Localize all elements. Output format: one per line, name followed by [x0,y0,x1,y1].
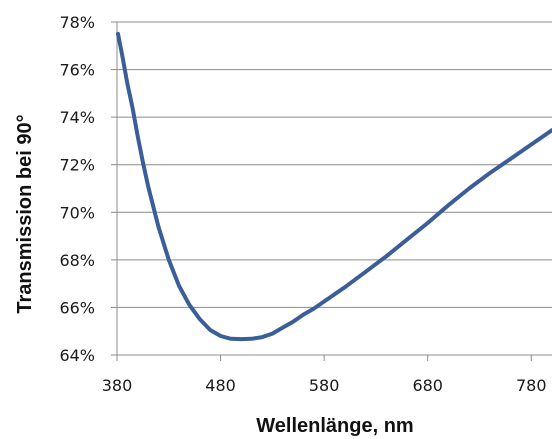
x-axis-title: Wellenlänge, nm [256,415,413,437]
series [116,31,552,342]
x-tick-label: 580 [309,376,340,395]
y-tick-label: 72% [59,156,95,175]
y-tick-label: 76% [59,61,95,80]
gridlines [117,21,552,308]
y-tick-label: 64% [59,346,95,365]
x-tick-labels: 380 480 580 680 780 [102,376,547,395]
axes [111,21,552,361]
y-axis-title: Transmission bei 90° [14,114,36,313]
y-tick-label: 66% [59,298,95,317]
y-tick-label: 74% [59,108,95,127]
x-tick-label: 380 [102,376,133,395]
y-tick-label: 78% [59,13,95,32]
x-tick-label: 680 [412,376,443,395]
y-tick-labels: 64% 66% 68% 70% 72% 74% 76% 78% [59,13,95,365]
x-tick-label: 780 [516,376,547,395]
y-tick-label: 70% [59,203,95,222]
y-tick-label: 68% [59,251,95,270]
series-line [116,31,552,342]
x-tick-label: 480 [205,376,236,395]
